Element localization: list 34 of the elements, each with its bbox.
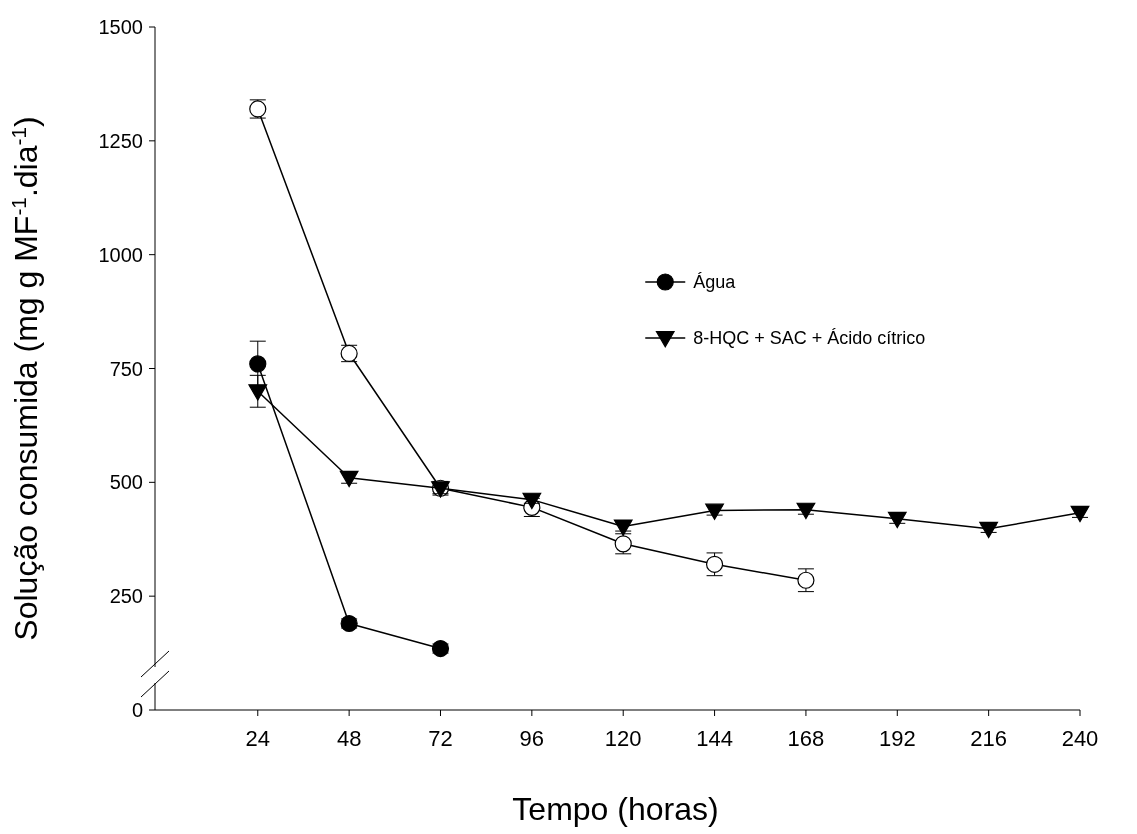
y-tick-label: 250: [109, 585, 143, 608]
y-tick-label: 1000: [98, 243, 143, 266]
y-tick-label: 1500: [98, 16, 143, 38]
x-tick-label: 192: [878, 726, 916, 751]
x-tick-label: 216: [970, 726, 1007, 751]
point: [431, 639, 450, 658]
x-axis-title: Tempo (horas): [512, 791, 719, 827]
point: [887, 511, 907, 529]
x-tick-label: 48: [336, 726, 362, 751]
point: [613, 519, 633, 536]
point: [340, 614, 358, 633]
point: [797, 571, 815, 589]
x-tick-label: 120: [604, 726, 642, 751]
x-tick-label: 96: [519, 726, 545, 751]
x-tick-label: 168: [787, 726, 825, 751]
x-tick-label: 24: [245, 726, 271, 751]
legend-label: Água: [693, 272, 737, 293]
point: [248, 384, 268, 401]
point: [339, 470, 359, 488]
y-tick-label: 0: [131, 699, 143, 721]
x-tick-label: 72: [428, 726, 453, 751]
point: [796, 502, 816, 520]
point: [705, 555, 724, 573]
point: [1070, 505, 1090, 523]
point: [249, 355, 267, 373]
point: [979, 521, 999, 539]
point: [705, 503, 724, 520]
x-tick-label: 144: [696, 726, 733, 751]
y-tick-label: 1250: [98, 129, 143, 152]
point: [522, 492, 542, 510]
y-tick-label: 750: [109, 357, 143, 380]
x-tick-label: 240: [1061, 726, 1099, 751]
legend-label: 8-HQC + SAC + Ácido cítrico: [693, 328, 926, 349]
y-tick-label: 500: [109, 471, 143, 494]
